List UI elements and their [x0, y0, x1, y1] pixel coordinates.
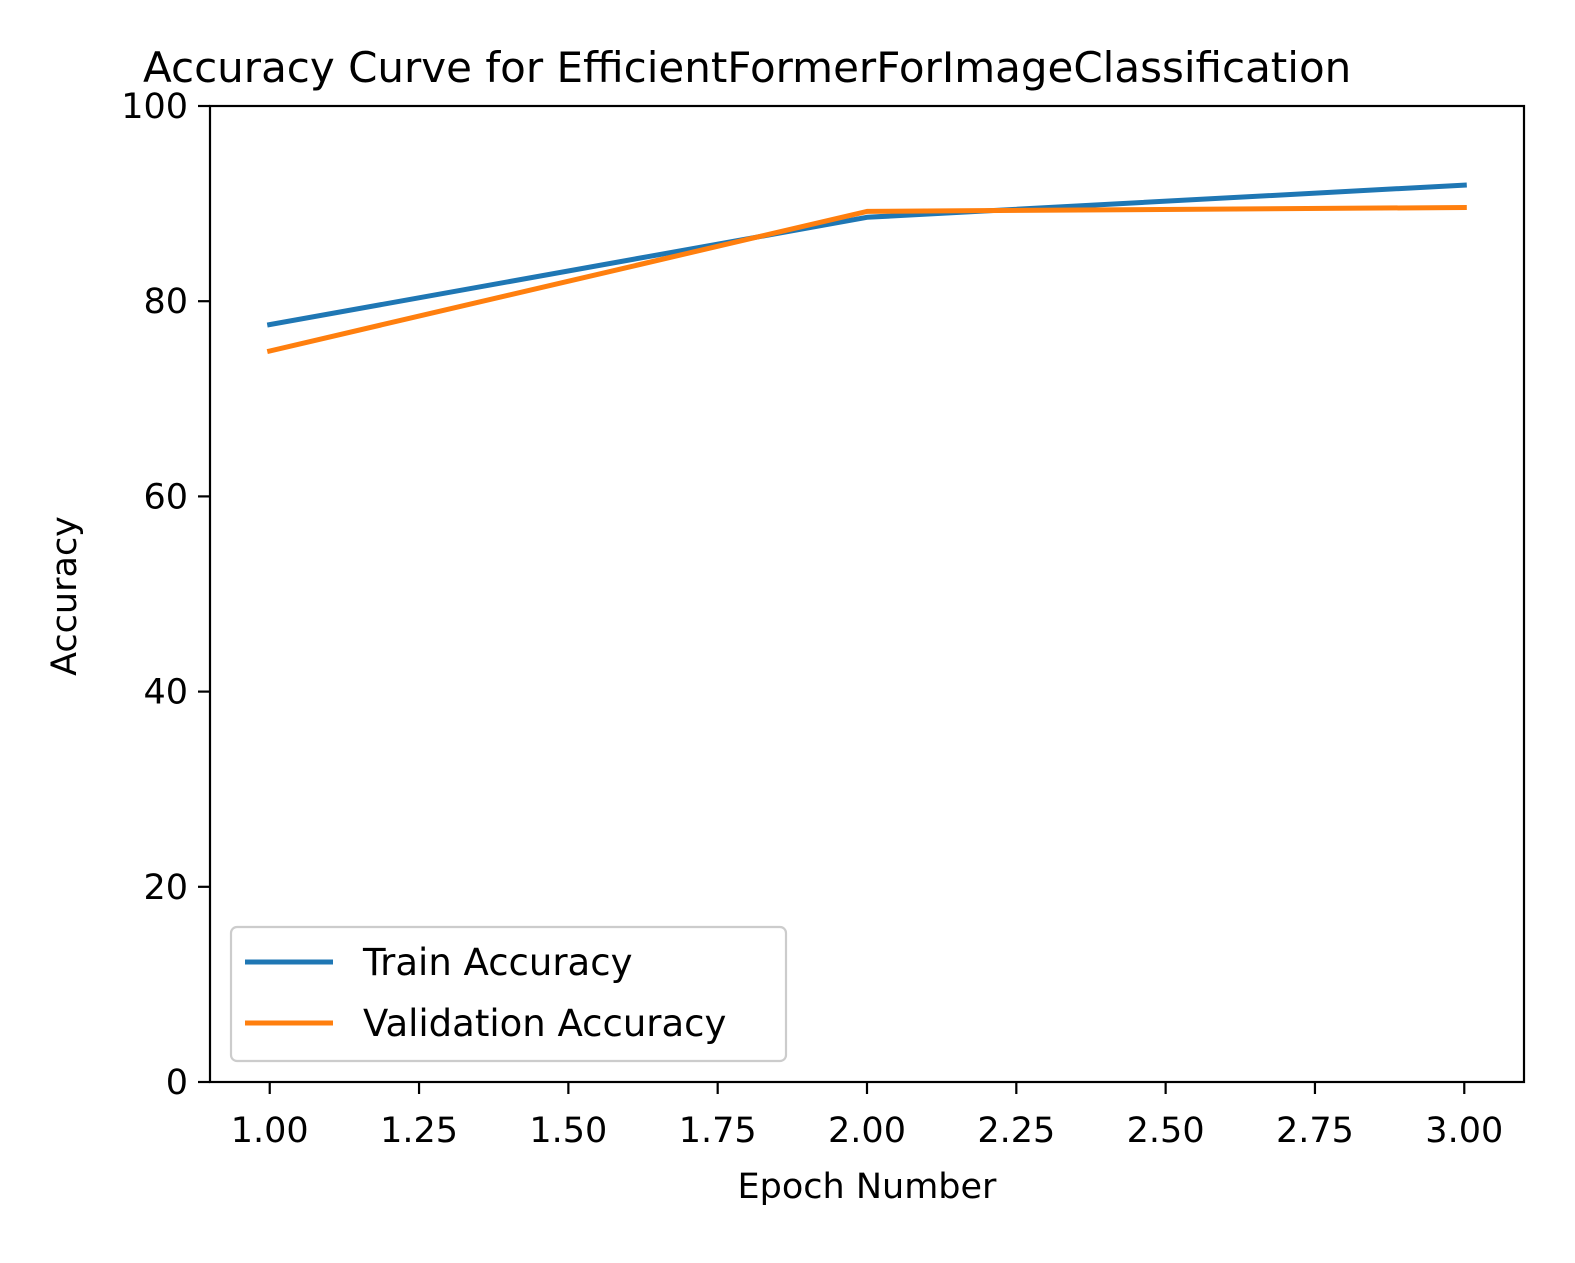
x-tick-label: 1.25 — [380, 1111, 458, 1151]
x-tick-label: 2.00 — [828, 1111, 906, 1151]
y-tick-label: 60 — [143, 477, 188, 517]
x-tick-label: 1.50 — [529, 1111, 607, 1151]
x-tick-label: 1.00 — [231, 1111, 309, 1151]
series-line-train-accuracy — [266, 182, 1467, 328]
legend: Train Accuracy Validation Accuracy — [229, 925, 788, 1063]
y-axis-label: Accuracy — [45, 516, 85, 676]
x-tick-label: 1.75 — [679, 1111, 757, 1151]
x-tick-label: 2.50 — [1127, 1111, 1205, 1151]
plot-frame — [208, 104, 1526, 1084]
x-axis-ticks: 1.00 1.25 1.50 1.75 2.00 2.25 2.50 2.75 3.00 — [231, 1082, 1503, 1151]
x-tick-label: 2.25 — [977, 1111, 1055, 1151]
y-tick-label: 20 — [143, 868, 188, 908]
legend-label: Train Accuracy — [362, 941, 632, 984]
legend-label: Validation Accuracy — [363, 1002, 726, 1045]
series-line-validation-accuracy — [266, 204, 1467, 355]
chart-title: Accuracy Curve for EfficientFormerForIma… — [143, 43, 1351, 92]
x-tick-label: 3.00 — [1425, 1111, 1503, 1151]
x-axis-label: Epoch Number — [738, 1167, 998, 1207]
x-tick-label: 2.75 — [1276, 1111, 1354, 1151]
legend-box — [229, 925, 788, 1063]
series-lines — [266, 182, 1467, 355]
y-axis-ticks: 0 20 40 60 80 100 — [121, 87, 210, 1103]
y-tick-label: 100 — [121, 87, 188, 127]
y-tick-label: 80 — [143, 282, 188, 322]
y-tick-label: 0 — [166, 1063, 188, 1103]
y-tick-label: 40 — [143, 673, 188, 713]
